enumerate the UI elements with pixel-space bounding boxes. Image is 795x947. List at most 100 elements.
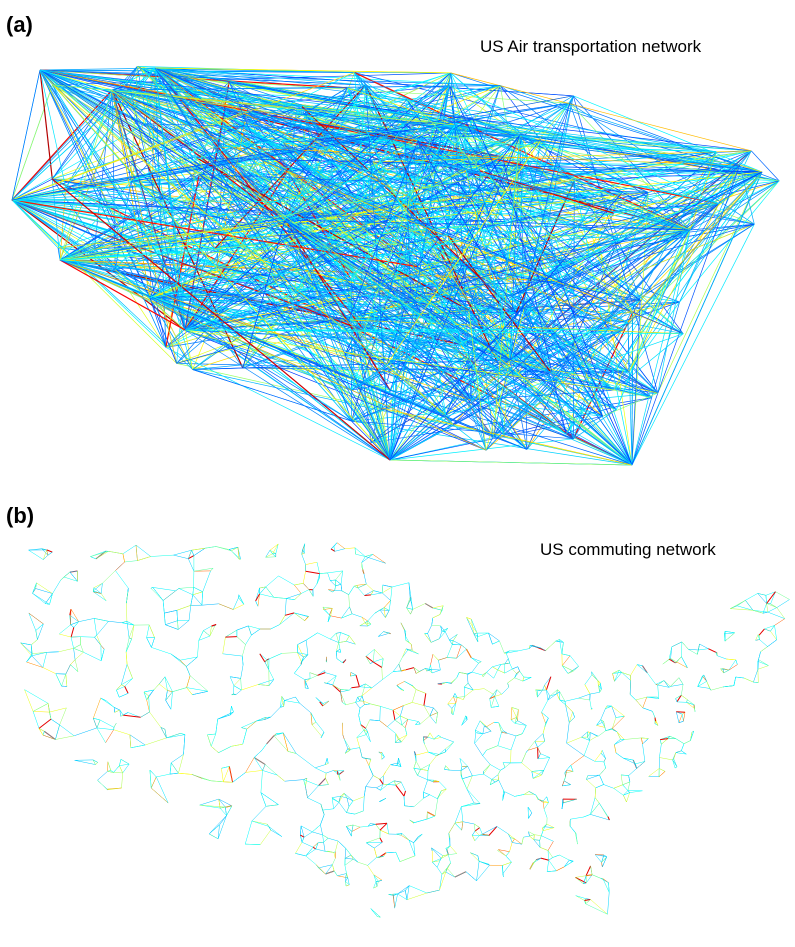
- edge: [567, 770, 574, 771]
- edge: [461, 645, 466, 649]
- edge: [403, 702, 412, 705]
- edge: [725, 633, 735, 641]
- edge: [500, 767, 505, 770]
- edge: [194, 587, 203, 592]
- edge: [768, 608, 777, 613]
- edge: [109, 551, 123, 554]
- edge: [339, 641, 347, 642]
- edge: [499, 723, 504, 731]
- edge: [101, 698, 115, 707]
- edge: [562, 642, 564, 654]
- edge: [49, 712, 51, 719]
- edge: [347, 798, 349, 807]
- edge: [70, 665, 78, 672]
- edge: [202, 592, 203, 605]
- edge: [608, 892, 610, 914]
- edge: [114, 707, 120, 710]
- edge: [101, 645, 104, 649]
- edge: [350, 748, 359, 750]
- edge: [413, 604, 426, 610]
- edge: [171, 763, 178, 773]
- edge: [498, 732, 502, 745]
- edge: [777, 600, 790, 608]
- edge: [518, 649, 529, 651]
- edge: [524, 791, 529, 794]
- edge: [151, 777, 156, 788]
- edge: [193, 595, 202, 605]
- edge: [475, 733, 476, 744]
- edge: [373, 554, 386, 563]
- edge: [156, 777, 168, 803]
- edge: [498, 851, 506, 856]
- edge: [736, 660, 738, 665]
- edge: [698, 649, 708, 650]
- edge: [604, 762, 606, 768]
- edge: [431, 639, 439, 643]
- edge: [48, 703, 49, 712]
- edge: [428, 752, 437, 756]
- edge: [373, 776, 380, 780]
- edge: [207, 734, 215, 735]
- edge: [543, 797, 547, 801]
- edge: [441, 737, 453, 742]
- edge: [505, 659, 509, 664]
- edge: [346, 848, 351, 855]
- edge: [374, 875, 379, 882]
- edge: [205, 547, 216, 549]
- edge: [448, 697, 454, 705]
- edge: [242, 645, 245, 657]
- edge: [316, 849, 325, 851]
- edge: [342, 591, 349, 595]
- edge: [439, 782, 446, 790]
- edge: [325, 673, 336, 676]
- edge: [151, 638, 154, 648]
- edge: [330, 633, 336, 639]
- edge: [412, 645, 413, 651]
- edge: [269, 826, 282, 836]
- edge: [336, 633, 339, 642]
- edge: [437, 861, 440, 868]
- edge: [448, 855, 450, 863]
- edge: [427, 816, 435, 819]
- edge: [484, 689, 493, 695]
- edge: [707, 681, 710, 688]
- edge: [380, 776, 384, 779]
- edge: [337, 659, 342, 663]
- edge: [428, 752, 439, 754]
- edge: [470, 853, 479, 862]
- edge: [93, 698, 100, 718]
- edge: [584, 814, 591, 817]
- edge: [336, 584, 341, 586]
- edge: [81, 637, 95, 638]
- edge: [400, 716, 407, 719]
- edge: [254, 758, 262, 771]
- edge: [300, 703, 311, 713]
- edge: [245, 821, 252, 844]
- edge: [366, 735, 370, 742]
- edge: [216, 547, 231, 551]
- edge: [154, 684, 160, 690]
- edge: [384, 632, 390, 634]
- edge: [115, 710, 120, 712]
- edge: [398, 735, 407, 739]
- edge: [647, 673, 656, 685]
- edge: [641, 738, 648, 739]
- edge: [432, 848, 443, 856]
- edge: [658, 681, 664, 686]
- edge: [535, 741, 538, 747]
- edge: [324, 610, 330, 616]
- edge: [424, 795, 430, 799]
- edge: [550, 690, 557, 697]
- edge: [332, 799, 333, 809]
- edge: [506, 852, 510, 856]
- edge: [246, 758, 255, 773]
- edge: [339, 643, 340, 650]
- edge: [499, 641, 504, 653]
- edge: [295, 853, 305, 856]
- edge: [544, 803, 548, 809]
- edge: [395, 742, 401, 743]
- edge: [401, 782, 405, 791]
- edge: [401, 623, 405, 630]
- edge: [464, 683, 468, 687]
- edge: [335, 841, 338, 852]
